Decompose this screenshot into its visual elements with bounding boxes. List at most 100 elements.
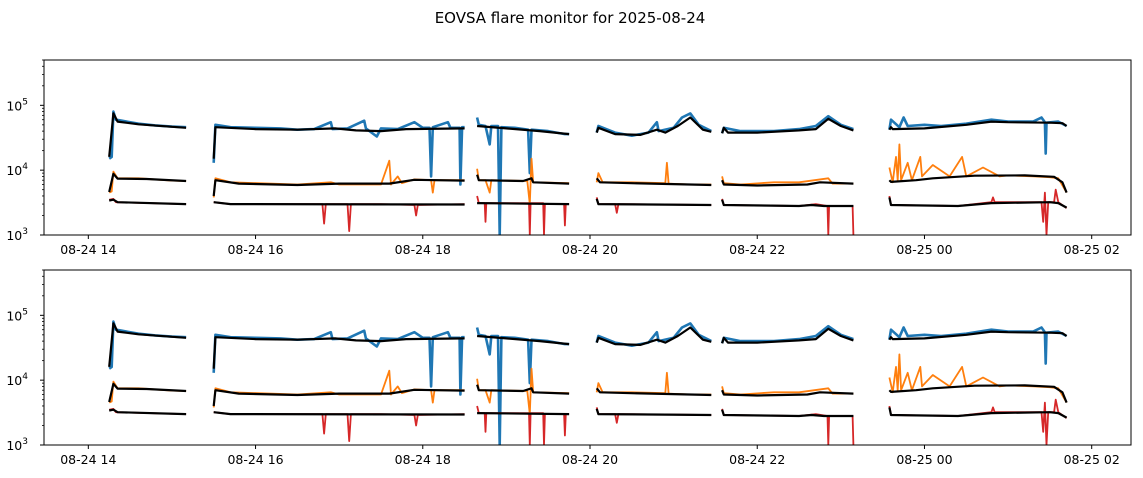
- smoothed-line-segment: [888, 384, 1068, 404]
- series-0-line-segment: [475, 117, 570, 235]
- smoothed-line-segment: [721, 389, 854, 397]
- smoothed-line-segment: [595, 198, 712, 207]
- smoothed-line-segment: [595, 177, 712, 187]
- smoothed-line-segment: [477, 124, 570, 136]
- series-1-line-segment: [108, 170, 187, 194]
- series-2-line-segment: [476, 405, 570, 445]
- smoothed-line-segment: [721, 117, 854, 134]
- x-tick-label: 08-24 18: [395, 242, 451, 257]
- smoothed-line-segment: [476, 384, 570, 395]
- axes-frame: [43, 59, 1132, 236]
- x-tick-label: 08-24 22: [729, 452, 785, 467]
- series-0-line-segment: [720, 114, 854, 134]
- series-2-line-segment: [476, 195, 570, 235]
- smoothed-line-segment: [721, 409, 854, 418]
- x-tick-label: 08-25 00: [896, 452, 952, 467]
- smoothed-line-segment: [212, 126, 465, 159]
- smoothed-line-segment: [595, 326, 712, 346]
- bottom-panel: 08-24 14 08-24 16 08-24 18 08-24 20 08-24 22…: [6, 269, 1132, 467]
- series-2-line-segment: [213, 411, 465, 443]
- y-tick-exponent: 3: [22, 227, 28, 237]
- x-tick-label: 08-24 14: [60, 452, 116, 467]
- smoothed-line-segment: [477, 202, 570, 206]
- x-tick-label: 08-24 18: [395, 452, 451, 467]
- smoothed-line-segment: [108, 172, 187, 193]
- smoothed-line-segment: [213, 201, 465, 206]
- smoothed-line-segment: [888, 197, 1068, 209]
- x-tick-label: 08-25 02: [1064, 242, 1120, 257]
- series-2-line-segment: [888, 398, 1068, 445]
- series-0-line-segment: [595, 322, 712, 348]
- series-0-line-segment: [212, 119, 465, 186]
- smoothed-line-segment: [477, 334, 570, 346]
- smoothed-line-segment: [888, 174, 1068, 194]
- axes-frame: [43, 269, 1132, 446]
- series-1-line-segment: [888, 353, 1068, 404]
- series-1-line-segment: [595, 371, 712, 396]
- smoothed-line-segment: [595, 116, 712, 136]
- y-tick-base: 10: [6, 438, 22, 453]
- series-0-line-segment: [888, 116, 1068, 155]
- y-tick-label: 104: [6, 372, 28, 388]
- x-tick-label: 08-24 16: [227, 242, 283, 257]
- series-0-line-segment: [108, 110, 187, 160]
- x-tick-label: 08-24 20: [562, 452, 618, 467]
- smoothed-line-segment: [108, 112, 187, 158]
- smoothed-line-segment: [721, 327, 854, 344]
- series-1-line-segment: [595, 161, 712, 186]
- x-tick-label: 08-24 16: [227, 452, 283, 467]
- smoothed-line-segment: [212, 388, 465, 407]
- y-tick-label: 103: [6, 437, 28, 453]
- y-tick-exponent: 5: [22, 307, 28, 317]
- series-2-line-segment: [213, 201, 465, 233]
- y-tick-base: 10: [6, 163, 22, 178]
- smoothed-line-segment: [477, 412, 570, 416]
- series-2-line-segment: [888, 188, 1068, 235]
- x-tick-label: 08-24 22: [729, 242, 785, 257]
- smoothed-line-segment: [108, 322, 187, 368]
- x-tick-label: 08-25 02: [1064, 452, 1120, 467]
- x-tick-label: 08-24 20: [562, 242, 618, 257]
- smoothed-line-segment: [108, 408, 187, 416]
- y-tick-exponent: 3: [22, 437, 28, 447]
- series-1-line-segment: [888, 143, 1068, 194]
- smoothed-line-segment: [108, 198, 187, 206]
- smoothed-line-segment: [888, 330, 1068, 341]
- y-tick-exponent: 5: [22, 97, 28, 107]
- y-tick-label: 103: [6, 227, 28, 243]
- y-tick-label: 105: [6, 97, 28, 113]
- figure-title: EOVSA flare monitor for 2025-08-24: [435, 9, 706, 27]
- smoothed-line-segment: [595, 387, 712, 397]
- series-0-line-segment: [720, 324, 854, 344]
- smoothed-line-segment: [595, 408, 712, 417]
- smoothed-line-segment: [888, 407, 1068, 419]
- series-0-line-segment: [888, 326, 1068, 365]
- top-panel: 08-24 14 08-24 16 08-24 18 08-24 20 08-24 22…: [6, 59, 1132, 257]
- series-0-line-segment: [595, 112, 712, 137]
- y-tick-label: 104: [6, 162, 28, 178]
- series-0-line-segment: [475, 327, 570, 445]
- x-tick-label: 08-25 00: [896, 242, 952, 257]
- y-tick-base: 10: [6, 98, 22, 113]
- smoothed-line-segment: [212, 336, 465, 369]
- smoothed-line-segment: [476, 174, 570, 185]
- smoothed-line-segment: [721, 179, 854, 187]
- plot-area: [108, 320, 1068, 445]
- y-tick-base: 10: [6, 373, 22, 388]
- y-tick-exponent: 4: [22, 372, 28, 382]
- x-tick-label: 08-24 14: [60, 242, 116, 257]
- plot-area: [108, 110, 1068, 235]
- smoothed-line-segment: [108, 382, 187, 403]
- series-0-line-segment: [108, 320, 187, 370]
- smoothed-line-segment: [721, 199, 854, 208]
- y-tick-base: 10: [6, 228, 22, 243]
- series-1-line-segment: [108, 380, 187, 404]
- smoothed-line-segment: [212, 178, 465, 197]
- series-0-line-segment: [212, 329, 465, 396]
- smoothed-line-segment: [888, 120, 1068, 131]
- y-tick-base: 10: [6, 308, 22, 323]
- y-tick-exponent: 4: [22, 162, 28, 172]
- y-tick-label: 105: [6, 307, 28, 323]
- smoothed-line-segment: [213, 411, 465, 416]
